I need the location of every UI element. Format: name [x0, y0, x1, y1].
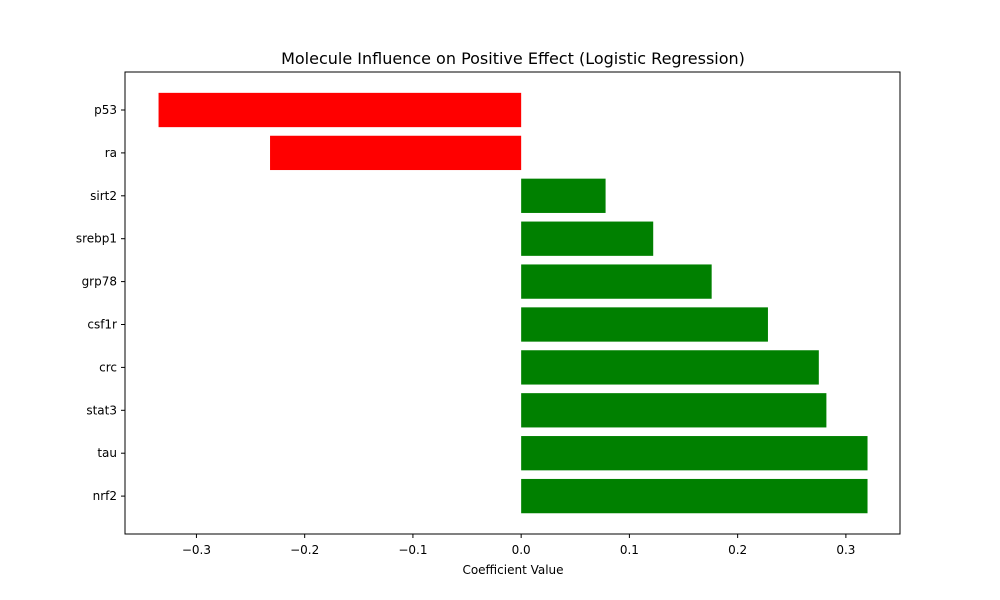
bar-sirt2 — [521, 178, 606, 213]
bar-nrf2 — [521, 478, 868, 514]
y-tick-label-ra: ra — [105, 146, 117, 160]
y-tick-label-crc: crc — [99, 360, 117, 374]
bar-p53 — [158, 92, 522, 128]
x-tick-label: 0.2 — [728, 543, 747, 557]
bar-stat3 — [521, 393, 827, 428]
bar-crc — [521, 350, 819, 385]
y-tick-label-tau: tau — [97, 446, 117, 460]
x-tick-label: 0.0 — [512, 543, 531, 557]
bar-csf1r — [521, 307, 768, 342]
x-tick-label: 0.1 — [620, 543, 639, 557]
y-tick-label-sirt2: sirt2 — [90, 189, 117, 203]
bar-grp78 — [521, 264, 712, 299]
y-tick-label-p53: p53 — [94, 103, 117, 117]
bar-tau — [521, 436, 868, 471]
y-tick-label-stat3: stat3 — [86, 403, 117, 417]
y-axis: p53 ra sirt2 srebp1 grp78 csf1r crc stat3 tau nrf… — [76, 103, 125, 503]
bar-srebp1 — [521, 221, 654, 256]
x-tick-label: 0.3 — [836, 543, 855, 557]
bars-group — [158, 92, 868, 514]
bar-ra — [270, 135, 522, 171]
y-tick-label-nrf2: nrf2 — [93, 489, 117, 503]
x-axis-label: Coefficient Value — [462, 563, 563, 577]
x-tick-label: −0.2 — [290, 543, 319, 557]
x-axis: −0.3 −0.2 −0.1 0.0 0.1 0.2 0.3 — [182, 534, 855, 557]
x-tick-label: −0.3 — [182, 543, 211, 557]
plot-frame — [124, 71, 901, 535]
y-tick-label-grp78: grp78 — [82, 275, 117, 289]
y-tick-label-srebp1: srebp1 — [76, 232, 117, 246]
chart-title: Molecule Influence on Positive Effect (L… — [281, 49, 745, 68]
y-tick-label-csf1r: csf1r — [87, 318, 117, 332]
x-tick-label: −0.1 — [398, 543, 427, 557]
